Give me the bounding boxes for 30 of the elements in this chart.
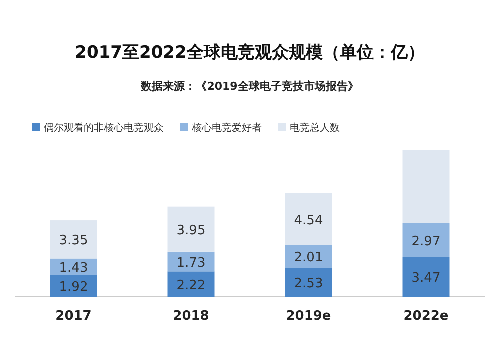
legend-label: 核心电竞爱好者: [191, 122, 262, 134]
x-tick-label: 2022e: [404, 309, 449, 324]
bar: [168, 206, 215, 252]
chart-title: 2017至2022全球电竞观众规模（单位：亿）: [75, 43, 425, 63]
data-label: 1.73: [176, 256, 206, 271]
chart-subtitle: 数据来源：《2019全球电子竞技市场报告》: [140, 80, 359, 93]
bar: [50, 220, 98, 259]
x-tick-label: 2018: [173, 309, 210, 324]
bar: [168, 272, 215, 297]
data-label: 2.22: [176, 278, 206, 294]
data-label: 3.35: [59, 234, 88, 249]
bar: [285, 193, 332, 246]
bar: [285, 268, 332, 297]
data-label: 2.53: [294, 276, 324, 292]
data-label: 3.47: [412, 271, 441, 286]
legend-label: 电竞总人数: [290, 122, 340, 134]
data-label: 3.95: [176, 223, 206, 238]
data-label: 1.92: [59, 280, 88, 296]
bar: [402, 224, 450, 258]
x-tick-label: 2019e: [286, 309, 332, 324]
bar: [50, 275, 98, 297]
bar: [402, 257, 450, 297]
data-label: 2.01: [294, 250, 324, 266]
x-tick-label: 2017: [56, 309, 92, 324]
data-label: 2.97: [412, 234, 441, 250]
data-label: 1.43: [59, 260, 88, 276]
bar: [402, 150, 450, 224]
legend-label: 偶尔观看的非核心电竞观众: [44, 122, 164, 134]
bar: [285, 245, 332, 268]
data-label: 4.54: [294, 213, 324, 228]
